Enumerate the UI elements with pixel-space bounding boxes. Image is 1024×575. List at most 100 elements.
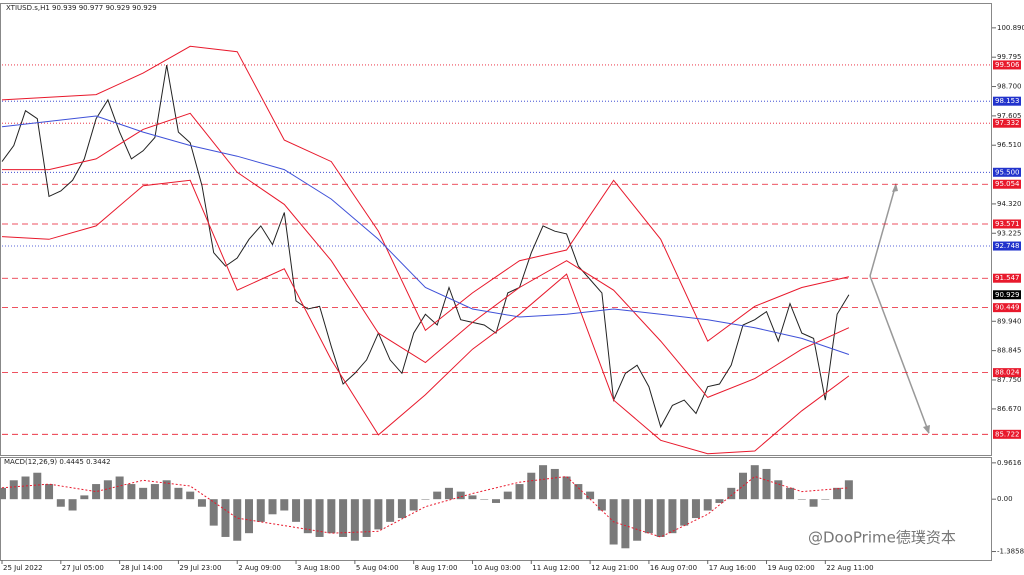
histogram-bar xyxy=(268,499,277,515)
arrow-head xyxy=(892,183,898,192)
y-tick-label: 98.700 xyxy=(997,83,1022,91)
histogram-bar xyxy=(539,465,548,500)
histogram-bar xyxy=(92,484,101,500)
level-tag xyxy=(993,290,1021,300)
histogram-bar xyxy=(633,499,642,541)
y-tick-label: 88.845 xyxy=(997,347,1022,355)
histogram-bar xyxy=(174,487,183,500)
histogram-bar xyxy=(150,484,159,500)
histogram-bar xyxy=(350,499,359,541)
histogram-bar xyxy=(562,476,571,500)
y-tick-label: 93.225 xyxy=(997,229,1022,237)
histogram-bar xyxy=(9,480,18,500)
level-label: 90.449 xyxy=(995,304,1020,312)
histogram-bar xyxy=(421,499,430,500)
series-line xyxy=(1,45,850,342)
projection-arrow xyxy=(869,183,897,277)
y-tick-label: 0.9616 xyxy=(997,459,1022,467)
histogram-bar xyxy=(691,499,700,519)
level-tag xyxy=(993,368,1021,378)
macd-panel xyxy=(0,457,992,561)
x-tick-label: 28 Jul 14:00 xyxy=(121,564,163,572)
y-tick-label: 0.00 xyxy=(997,495,1013,503)
histogram-bar xyxy=(397,499,406,519)
histogram-bar xyxy=(315,499,324,537)
histogram-bar xyxy=(45,484,54,500)
histogram-bar xyxy=(139,487,148,500)
level-label: 99.506 xyxy=(995,61,1020,69)
histogram-bar xyxy=(597,499,606,511)
histogram-bar xyxy=(162,480,171,500)
level-tag xyxy=(993,429,1021,439)
histogram-bar xyxy=(409,499,418,511)
histogram-bar xyxy=(386,499,395,522)
histogram-bar xyxy=(221,499,230,537)
level-label: 93.571 xyxy=(995,220,1020,228)
level-tag xyxy=(993,118,1021,128)
level-label: 85.722 xyxy=(995,430,1020,438)
x-tick-label: 2 Aug 09:00 xyxy=(238,564,281,572)
histogram-bar xyxy=(256,499,265,522)
histogram-bar xyxy=(480,499,489,500)
level-tag xyxy=(993,241,1021,251)
histogram-bar xyxy=(680,499,689,526)
x-tick-label: 29 Jul 23:00 xyxy=(179,564,221,572)
histogram-bar xyxy=(115,476,124,500)
y-tick-label: 87.750 xyxy=(997,376,1022,384)
histogram-bar xyxy=(774,480,783,500)
level-label: 97.332 xyxy=(995,119,1020,127)
histogram-bar xyxy=(21,476,30,500)
histogram-bar xyxy=(727,487,736,500)
histogram-bar xyxy=(844,480,853,500)
arrow-head xyxy=(923,425,930,434)
level-label: 90.929 xyxy=(995,291,1020,299)
histogram-bar xyxy=(750,465,759,500)
histogram-bar xyxy=(292,499,301,522)
histogram-bar xyxy=(186,491,195,500)
histogram-bar xyxy=(233,499,242,541)
histogram-bar xyxy=(456,491,465,500)
x-tick-label: 16 Aug 07:00 xyxy=(650,564,697,572)
histogram-bar xyxy=(762,468,771,500)
histogram-bar xyxy=(209,499,218,526)
level-tag xyxy=(993,179,1021,189)
histogram-bar xyxy=(621,499,630,549)
histogram-bar xyxy=(668,499,677,534)
histogram-bar xyxy=(550,468,559,500)
series-line xyxy=(2,112,850,398)
histogram-bar xyxy=(103,480,112,500)
histogram-bar xyxy=(739,472,747,500)
histogram-bar xyxy=(433,491,442,500)
level-label: 92.748 xyxy=(995,242,1020,250)
level-tag xyxy=(993,96,1021,106)
histogram-bar xyxy=(715,499,724,503)
histogram-bar xyxy=(656,499,665,537)
x-tick-label: 12 Aug 21:00 xyxy=(591,564,638,572)
x-tick-label: 25 Jul 2022 xyxy=(3,564,43,572)
x-tick-label: 8 Aug 17:00 xyxy=(415,564,458,572)
level-tag xyxy=(993,303,1021,313)
level-label: 95.054 xyxy=(995,180,1020,188)
y-tick-label: 86.670 xyxy=(997,405,1022,413)
chart-title: XTIUSD.s,H1 90.939 90.977 90.929 90.929 xyxy=(6,4,157,12)
x-tick-label: 5 Aug 04:00 xyxy=(356,564,399,572)
level-tag xyxy=(993,167,1021,177)
histogram-bar xyxy=(797,499,806,500)
histogram-bar xyxy=(80,495,89,500)
histogram-bar xyxy=(197,499,206,507)
histogram-bar xyxy=(362,499,371,537)
histogram-bar xyxy=(339,499,348,537)
y-tick-label: 100.890 xyxy=(997,24,1024,32)
macd-title: MACD(12,26,9) 0.4445 0.3442 xyxy=(4,458,111,466)
series-line xyxy=(1,179,850,455)
histogram-bar xyxy=(127,484,136,500)
price-panel xyxy=(0,3,992,456)
x-tick-label: 22 Aug 11:00 xyxy=(826,564,873,572)
histogram-bar xyxy=(56,499,65,507)
series-line xyxy=(1,65,850,429)
histogram-bar xyxy=(644,499,653,534)
histogram-bar xyxy=(586,491,595,500)
histogram-bar xyxy=(833,487,842,500)
histogram-bar xyxy=(515,484,524,500)
